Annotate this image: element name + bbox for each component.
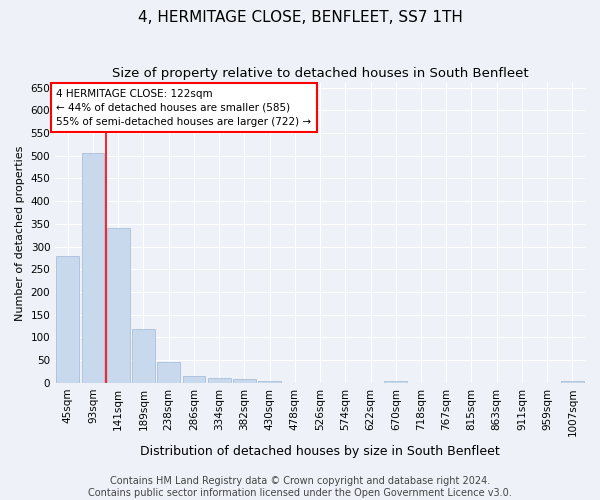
Bar xyxy=(208,378,230,383)
Bar xyxy=(182,376,205,383)
Bar xyxy=(82,154,104,383)
Bar xyxy=(157,362,180,383)
Bar xyxy=(107,228,130,383)
Text: 4 HERMITAGE CLOSE: 122sqm
← 44% of detached houses are smaller (585)
55% of semi: 4 HERMITAGE CLOSE: 122sqm ← 44% of detac… xyxy=(56,88,311,126)
X-axis label: Distribution of detached houses by size in South Benfleet: Distribution of detached houses by size … xyxy=(140,444,500,458)
Bar xyxy=(132,329,155,383)
Bar xyxy=(385,380,407,383)
Text: 4, HERMITAGE CLOSE, BENFLEET, SS7 1TH: 4, HERMITAGE CLOSE, BENFLEET, SS7 1TH xyxy=(137,10,463,25)
Y-axis label: Number of detached properties: Number of detached properties xyxy=(15,145,25,320)
Text: Contains HM Land Registry data © Crown copyright and database right 2024.
Contai: Contains HM Land Registry data © Crown c… xyxy=(88,476,512,498)
Bar xyxy=(258,380,281,383)
Bar xyxy=(56,256,79,383)
Bar xyxy=(561,380,584,383)
Title: Size of property relative to detached houses in South Benfleet: Size of property relative to detached ho… xyxy=(112,68,529,80)
Bar xyxy=(233,379,256,383)
